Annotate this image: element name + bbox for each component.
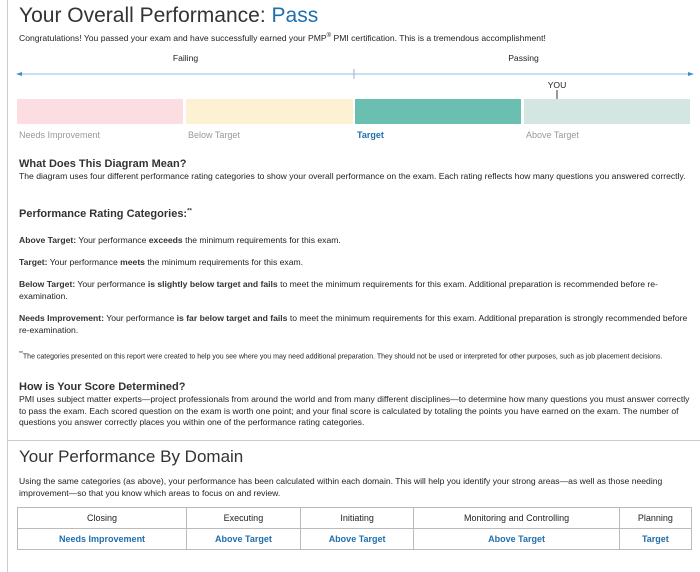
domain-rating: Needs Improvement: [16, 528, 188, 550]
domain-table-wrap: Closing Executing Initiating Monitoring and…: [16, 507, 693, 550]
failing-label: Failing: [172, 53, 199, 63]
rating-item: Above Target: Your performance exceeds t…: [19, 235, 691, 247]
footnote: **The categories presented on this repor…: [19, 349, 699, 362]
rating-pre: Your performance: [76, 235, 149, 245]
diagram-heading: What Does This Diagram Mean?: [19, 158, 187, 170]
score-body: PMI uses subject matter experts—project …: [19, 394, 690, 427]
result-badge: Pass: [271, 4, 319, 27]
domain-column-header: Executing: [186, 507, 301, 529]
congrats-post: PMI certification. This is a tremendous …: [331, 32, 546, 43]
rating-pre: Your performance: [47, 257, 121, 267]
domain-table: Closing Executing Initiating Monitoring and…: [16, 507, 693, 550]
footnote-mark: **: [19, 351, 23, 357]
domain-rating: Above Target: [413, 528, 620, 550]
section-divider: [7, 440, 700, 441]
domain-rating: Target: [618, 528, 693, 550]
registered-mark: ®: [326, 33, 332, 39]
score-heading: How is Your Score Determined?: [19, 381, 186, 393]
congrats-pre: Congratulations! You passed your exam an…: [19, 32, 327, 43]
rating-bold: exceeds: [148, 235, 183, 245]
domain-column-header: Closing: [16, 507, 188, 529]
passing-label: Passing: [508, 53, 539, 63]
rating-post: to meet the minimum requirements for thi…: [19, 313, 688, 335]
ratings-heading-text: Performance Rating Categories:: [19, 208, 188, 220]
rating-pre: Your performance: [104, 313, 177, 323]
rating-item: Below Target: Your performance is slight…: [19, 279, 691, 302]
rating-post: the minimum requirements for this exam.: [182, 235, 341, 245]
overall-header: Your Overall Performance: Pass: [19, 4, 318, 28]
rating-term: Needs Improvement:: [19, 313, 105, 323]
pass-fail-axis: [16, 69, 694, 99]
rating-bold: meets: [120, 257, 145, 267]
title-text: Your Overall Performance:: [19, 4, 266, 27]
left-border: [7, 0, 8, 572]
rating-term: Below Target:: [19, 279, 76, 289]
you-marker: YOU: [547, 80, 567, 90]
domain-column-header: Planning: [618, 507, 693, 529]
rating-item: Target: Your performance meets the minim…: [19, 257, 691, 269]
category-label: Target: [357, 130, 384, 140]
rating-post: to meet the minimum requirements for thi…: [19, 279, 658, 301]
rating-bold: is far below target and fails: [176, 313, 288, 323]
rating-pre: Your performance: [75, 279, 148, 289]
category-label: Above Target: [526, 130, 579, 140]
ratings-heading: Performance Rating Categories:**: [19, 208, 192, 220]
rating-post: the minimum requirements for this exam.: [144, 257, 304, 267]
arrow-left-icon: [16, 72, 22, 76]
domain-rating: Above Target: [299, 528, 415, 550]
domain-rating: Above Target: [186, 528, 301, 550]
ratings-sup: **: [187, 208, 192, 215]
domain-intro: Using the same categories (as above), yo…: [19, 476, 663, 498]
domain-title: Your Performance By Domain: [19, 447, 244, 466]
rating-bold: is slightly below target and fails: [147, 279, 278, 289]
page-title: Your Overall Performance: Pass: [19, 4, 318, 28]
congrats-text: Congratulations! You passed your exam an…: [19, 31, 546, 44]
footnote-text: The categories presented on this report …: [22, 353, 663, 361]
arrow-right-icon: [688, 72, 694, 76]
rating-term: Target:: [19, 257, 48, 267]
domain-header-row: Closing Executing Initiating Monitoring and…: [16, 507, 693, 529]
category-bar: [524, 99, 690, 124]
domain-column-header: Monitoring and Controlling: [413, 507, 620, 529]
category-label: Needs Improvement: [19, 130, 101, 140]
category-label: Below Target: [188, 130, 240, 140]
category-bar: [186, 99, 353, 124]
rating-item: Needs Improvement: Your performance is f…: [19, 313, 691, 336]
diagram-body: The diagram uses four different performa…: [19, 171, 686, 181]
category-bar: [355, 99, 521, 124]
category-bar: [17, 99, 183, 124]
domain-column-header: Initiating: [299, 507, 415, 529]
domain-value-row: Needs Improvement Above Target Above Targe…: [16, 528, 693, 550]
rating-term: Above Target:: [19, 235, 77, 245]
